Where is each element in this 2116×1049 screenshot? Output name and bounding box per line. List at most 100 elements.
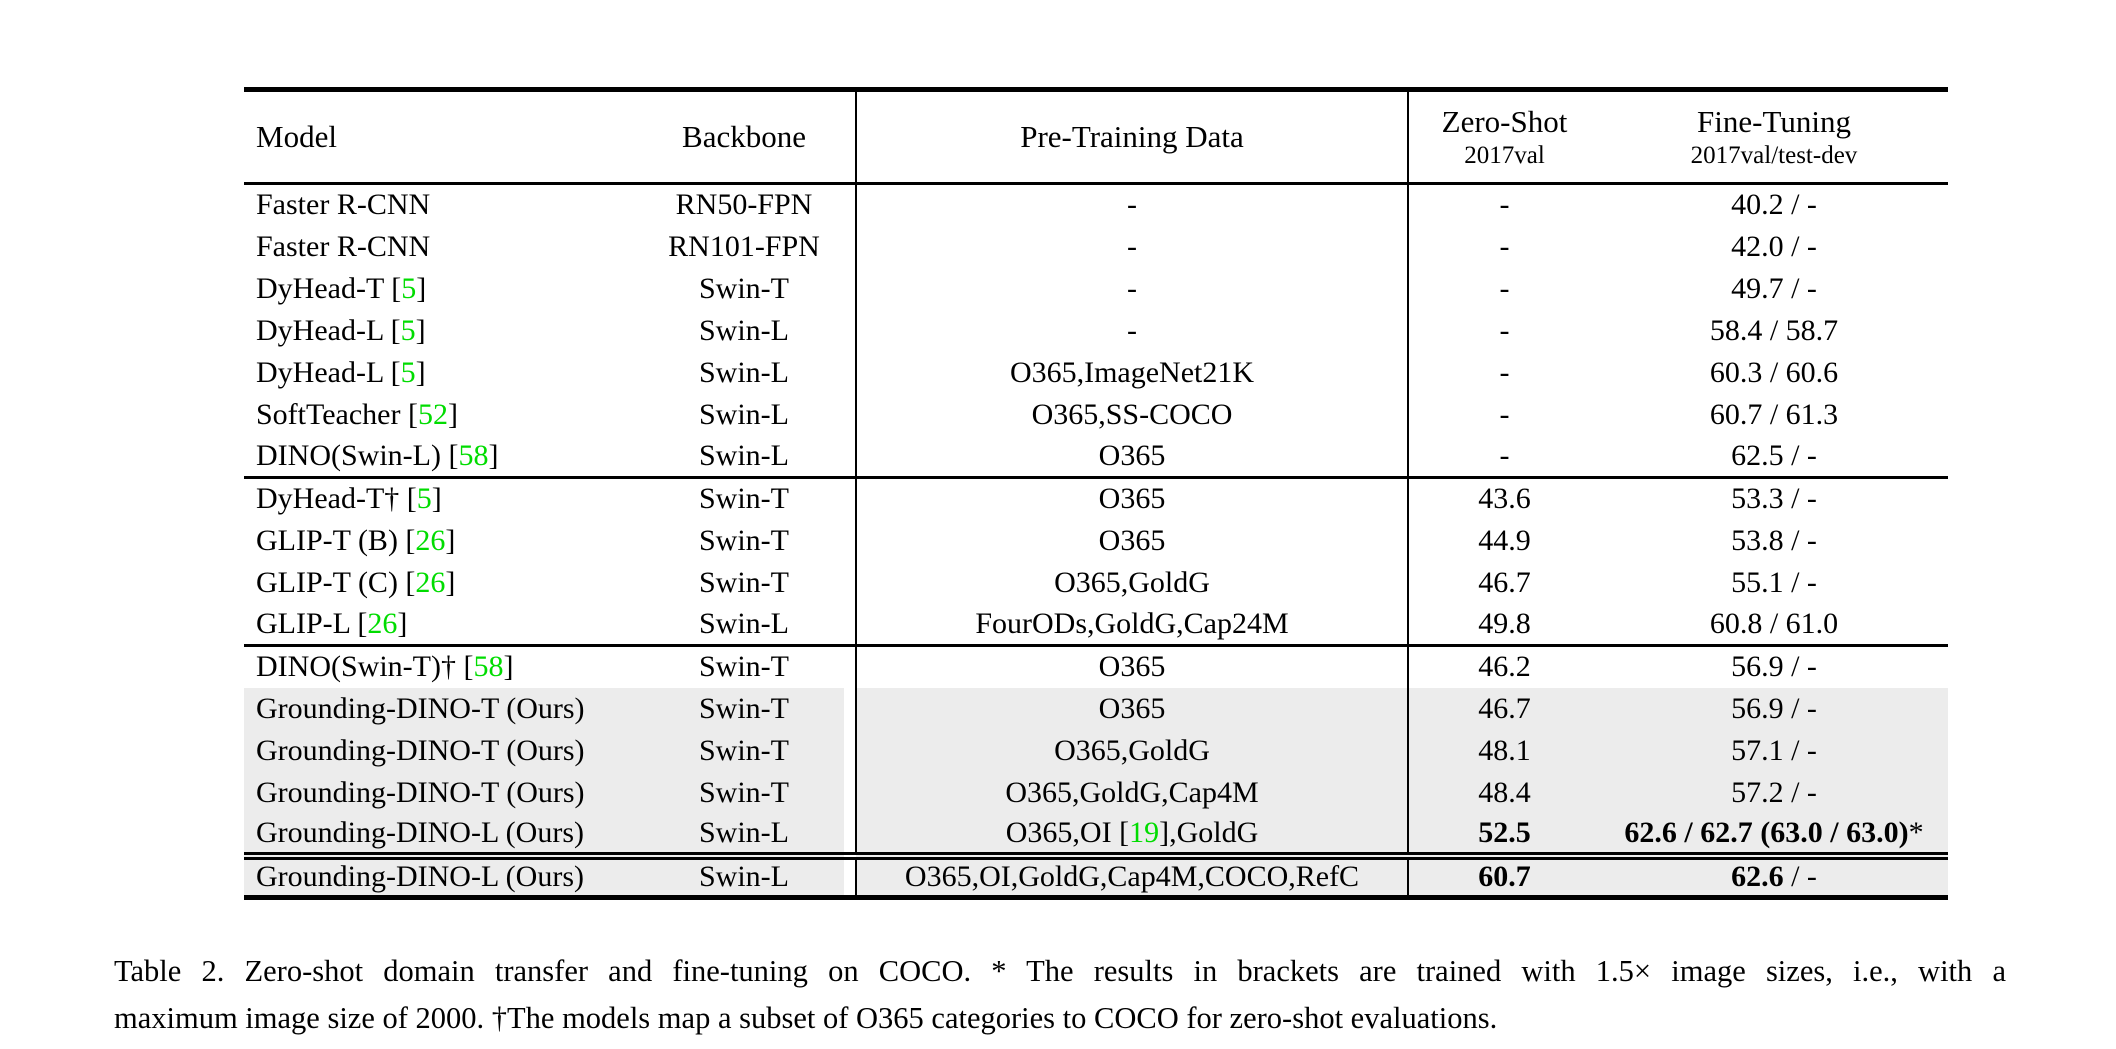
- column-gap: [844, 604, 856, 646]
- finetune-value: 57.2 / -: [1731, 775, 1817, 809]
- citation-number: 19: [1129, 815, 1160, 849]
- finetune-value: 49.7 / -: [1731, 271, 1817, 305]
- zeroshot-value: 46.2: [1478, 650, 1531, 684]
- header-zero-shot-title: Zero-Shot: [1441, 104, 1568, 139]
- finetune-cell: 49.7 / -: [1600, 268, 1948, 310]
- finetune-bold-value: 62.6: [1731, 860, 1784, 894]
- group-zero-shot-transfer: DyHead-T† [5] Swin-T O365 43.6 53.3 / - …: [244, 477, 1948, 646]
- finetune-cell: 57.2 / -: [1600, 771, 1948, 814]
- pretrain-cell: O365,OI [19],GoldG: [855, 813, 1408, 856]
- finetune-value: 60.8 / 61.0: [1709, 606, 1839, 640]
- zeroshot-cell: 52.5: [1407, 813, 1600, 856]
- backbone-cell: Swin-L: [644, 813, 844, 856]
- table-row: DINO(Swin-T)† [58] Swin-T O365 46.2 56.9…: [244, 645, 1948, 688]
- column-gap: [844, 226, 856, 268]
- pretrain-cell: O365: [855, 477, 1408, 520]
- caption-line-1: Table 2. Zero-shot domain transfer and f…: [114, 954, 2006, 988]
- finetune-cell: 57.1 / -: [1600, 729, 1948, 772]
- model-cell: DyHead-T† [5]: [256, 482, 442, 516]
- column-gap: [844, 646, 856, 688]
- zeroshot-cell: 46.7: [1407, 687, 1600, 730]
- zeroshot-value: 44.9: [1478, 523, 1531, 557]
- backbone-cell: Swin-L: [699, 606, 789, 640]
- header-fine-tuning-title: Fine-Tuning: [1697, 104, 1851, 139]
- finetune-value: 58.4 / 58.7: [1709, 313, 1839, 347]
- pretrain-cell: O365,OI,GoldG,Cap4M,COCO,RefC: [855, 855, 1408, 898]
- pretrain-cell: O365: [855, 645, 1408, 688]
- column-gap: [844, 687, 856, 730]
- backbone-cell: Swin-T: [644, 771, 844, 814]
- header-zero-shot: Zero-Shot 2017val: [1407, 89, 1600, 184]
- model-cell: Grounding-DINO-T (Ours): [244, 771, 644, 814]
- table-row: GLIP-L [26] Swin-L FourODs,GoldG,Cap24M …: [244, 603, 1948, 646]
- finetune-cell: 53.8 / -: [1600, 520, 1948, 562]
- citation-number: 26: [367, 606, 398, 640]
- finetune-cell: 60.3 / 60.6: [1600, 352, 1948, 394]
- column-gap: [844, 352, 856, 394]
- finetune-value: *: [1908, 815, 1924, 849]
- column-gap: [844, 310, 856, 352]
- finetune-value: 62.5 / -: [1731, 438, 1817, 472]
- model-cell: DINO(Swin-L) [58]: [256, 438, 499, 472]
- header-fine-tuning-subtitle: 2017val/test-dev: [1690, 142, 1858, 169]
- table-row: Faster R-CNN RN101-FPN - - 42.0 / -: [244, 225, 1948, 268]
- pretrain-cell: O365: [855, 519, 1408, 562]
- table-row: SoftTeacher [52] Swin-L O365,SS-COCO - 6…: [244, 393, 1948, 436]
- finetune-bold-value: 62.6 / 62.7 (63.0 / 63.0): [1624, 815, 1909, 849]
- finetune-cell: 55.1 / -: [1600, 562, 1948, 604]
- backbone-cell: Swin-L: [699, 438, 789, 472]
- model-cell: SoftTeacher [52]: [256, 397, 458, 431]
- finetune-value: 40.2 / -: [1731, 188, 1817, 222]
- zeroshot-value: -: [1499, 271, 1510, 305]
- column-gap: [844, 771, 856, 814]
- citation-number: 5: [400, 313, 416, 347]
- citation-number: 5: [416, 482, 432, 516]
- zeroshot-cell: 49.8: [1407, 603, 1600, 646]
- zeroshot-cell: 46.7: [1407, 561, 1600, 604]
- column-gap: [844, 729, 856, 772]
- backbone-cell: Swin-T: [699, 482, 789, 516]
- column-gap: [844, 436, 856, 478]
- zeroshot-cell: -: [1407, 435, 1600, 478]
- pretrain-cell: O365: [855, 687, 1408, 730]
- zeroshot-cell: 46.2: [1407, 645, 1600, 688]
- model-cell: DyHead-L [5]: [256, 313, 426, 347]
- citation-number: 52: [417, 397, 448, 431]
- header-backbone: Backbone: [682, 119, 806, 154]
- finetune-cell: 42.0 / -: [1600, 226, 1948, 268]
- column-gap: [844, 813, 856, 856]
- model-cell: DyHead-L [5]: [256, 355, 426, 389]
- zeroshot-value: -: [1499, 188, 1510, 222]
- table-row: DyHead-L [5] Swin-L - - 58.4 / 58.7: [244, 309, 1948, 352]
- zeroshot-value: -: [1499, 438, 1510, 472]
- zeroshot-value: 48.1: [1478, 733, 1531, 767]
- table-row-highlighted: Grounding-DINO-L (Ours) Swin-L O365,OI,G…: [244, 855, 1948, 898]
- zeroshot-cell: -: [1407, 267, 1600, 310]
- zeroshot-value: 46.7: [1478, 691, 1531, 725]
- header-row: Model Backbone Pre-Training Data Zero-Sh…: [244, 89, 1948, 184]
- column-gap: [844, 394, 856, 436]
- model-cell: GLIP-L [26]: [256, 606, 408, 640]
- pretrain-cell: -: [855, 183, 1408, 226]
- zeroshot-value: -: [1499, 229, 1510, 263]
- zeroshot-bold-value: 52.5: [1478, 815, 1531, 849]
- zeroshot-cell: 43.6: [1407, 477, 1600, 520]
- pretrain-cell: FourODs,GoldG,Cap24M: [855, 603, 1408, 646]
- header-fine-tuning: Fine-Tuning 2017val/test-dev: [1600, 90, 1948, 184]
- model-cell: Grounding-DINO-T (Ours): [244, 729, 644, 772]
- backbone-cell: Swin-T: [699, 271, 789, 305]
- model-cell: DyHead-T [5]: [256, 271, 427, 305]
- zeroshot-value: 46.7: [1478, 565, 1531, 599]
- finetune-value: 57.1 / -: [1731, 733, 1817, 767]
- pretrain-cell: O365,GoldG: [855, 561, 1408, 604]
- finetune-cell: 58.4 / 58.7: [1600, 310, 1948, 352]
- pretrain-cell: O365,ImageNet21K: [855, 351, 1408, 394]
- zeroshot-value: 49.8: [1478, 606, 1531, 640]
- zeroshot-bold-value: 60.7: [1478, 860, 1531, 894]
- backbone-cell: Swin-T: [699, 565, 789, 599]
- zeroshot-cell: -: [1407, 393, 1600, 436]
- group-closed-set-detectors: Faster R-CNN RN50-FPN - - 40.2 / - Faste…: [244, 183, 1948, 478]
- zeroshot-cell: 44.9: [1407, 519, 1600, 562]
- model-cell: Grounding-DINO-T (Ours): [244, 687, 644, 730]
- zeroshot-value: -: [1499, 355, 1510, 389]
